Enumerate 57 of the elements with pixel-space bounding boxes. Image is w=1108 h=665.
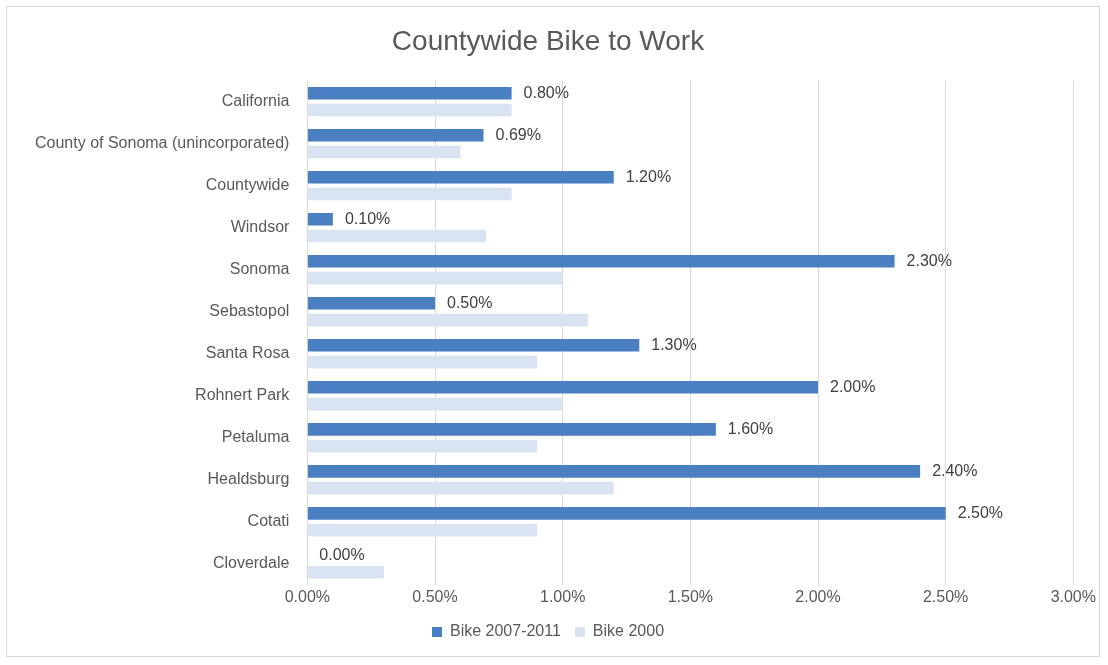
y-tick-label: Sebastopol — [209, 302, 290, 320]
bar — [307, 465, 921, 478]
data-label: 0.80% — [523, 83, 569, 101]
bar — [307, 397, 563, 411]
x-tick-label: 1.00% — [540, 587, 586, 605]
bar — [307, 355, 538, 369]
bar — [307, 187, 512, 201]
x-tick-label: 2.00% — [795, 587, 841, 605]
x-tick-label: 1.50% — [667, 587, 714, 605]
legend-label: Bike 2000 — [592, 622, 665, 640]
y-tick-label: Petaluma — [221, 428, 290, 446]
data-label: 2.00% — [830, 377, 876, 395]
bar — [307, 128, 484, 142]
bar — [307, 229, 487, 243]
bar — [307, 565, 384, 579]
bar — [307, 523, 538, 537]
bar — [307, 381, 818, 394]
x-tick-label: 2.50% — [922, 587, 969, 605]
data-label: 1.30% — [651, 335, 697, 353]
chart-title: Countywide Bike to Work — [391, 24, 706, 56]
data-label: 0.50% — [447, 293, 493, 311]
bar — [307, 481, 614, 495]
bar — [307, 313, 589, 327]
bar — [307, 145, 461, 159]
data-label: 1.60% — [727, 419, 774, 437]
data-label: 0.69% — [495, 125, 541, 143]
y-tick-label: Sonoma — [229, 260, 290, 278]
y-tick-label: Healdsburg — [207, 470, 290, 488]
bar — [307, 254, 895, 268]
bar — [307, 507, 946, 520]
y-tick-label: California — [221, 92, 290, 110]
data-label: 2.50% — [957, 503, 1004, 521]
x-tick-label: 0.00% — [284, 587, 331, 605]
bar — [307, 212, 333, 226]
bar — [307, 86, 512, 100]
y-tick-label: Windsor — [230, 218, 291, 236]
legend-label: Bike 2007-2011 — [449, 622, 561, 640]
data-label: 2.40% — [932, 461, 978, 479]
y-tick-label: Rohnert Park — [195, 386, 291, 404]
data-label: 2.30% — [906, 251, 952, 269]
y-tick-label: Santa Rosa — [205, 344, 290, 362]
bar — [307, 271, 563, 285]
bar — [307, 439, 538, 453]
bar — [307, 170, 614, 184]
bar — [307, 339, 640, 352]
y-tick-label: Countywide — [205, 176, 290, 194]
y-tick-label: County of Sonoma (unincorporated) — [34, 134, 290, 152]
data-label: 0.00% — [319, 545, 365, 563]
y-tick-label: Cloverdale — [212, 554, 290, 572]
bar — [307, 296, 436, 310]
bar — [307, 103, 512, 117]
x-tick-label: 0.50% — [412, 587, 458, 605]
data-label: 1.20% — [625, 167, 672, 185]
data-label: 0.10% — [344, 209, 391, 227]
x-tick-label: 3.00% — [1050, 587, 1096, 605]
bar — [307, 423, 716, 436]
y-tick-label: Cotati — [247, 512, 290, 530]
